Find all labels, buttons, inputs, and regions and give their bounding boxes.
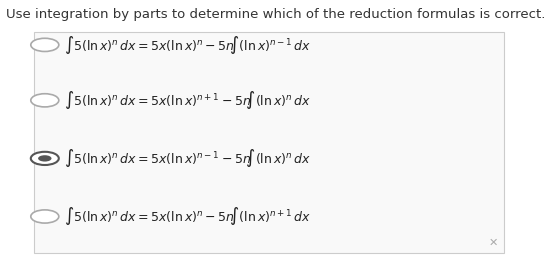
Circle shape: [31, 210, 59, 223]
Text: $\int 5(\ln x)^n\,dx = 5x(\ln x)^{n-1} - 5n\!\!\int (\ln x)^n\,dx$: $\int 5(\ln x)^n\,dx = 5x(\ln x)^{n-1} -…: [64, 147, 311, 169]
Circle shape: [31, 94, 59, 107]
Text: $\int 5(\ln x)^n\,dx = 5x(\ln x)^{n+1} - 5n\!\!\int (\ln x)^n\,dx$: $\int 5(\ln x)^n\,dx = 5x(\ln x)^{n+1} -…: [64, 89, 311, 111]
Text: $\int 5(\ln x)^n\,dx = 5x(\ln x)^n - 5n\!\!\int (\ln x)^{n+1}\,dx$: $\int 5(\ln x)^n\,dx = 5x(\ln x)^n - 5n\…: [64, 205, 311, 228]
Circle shape: [31, 152, 59, 165]
Text: Use integration by parts to determine which of the reduction formulas is correct: Use integration by parts to determine wh…: [6, 8, 545, 21]
Circle shape: [31, 38, 59, 51]
Circle shape: [38, 155, 52, 162]
FancyBboxPatch shape: [34, 32, 504, 253]
Text: $\int 5(\ln x)^n\,dx = 5x(\ln x)^n - 5n\!\!\int (\ln x)^{n-1}\,dx$: $\int 5(\ln x)^n\,dx = 5x(\ln x)^n - 5n\…: [64, 34, 311, 56]
Text: ✕: ✕: [489, 238, 498, 248]
